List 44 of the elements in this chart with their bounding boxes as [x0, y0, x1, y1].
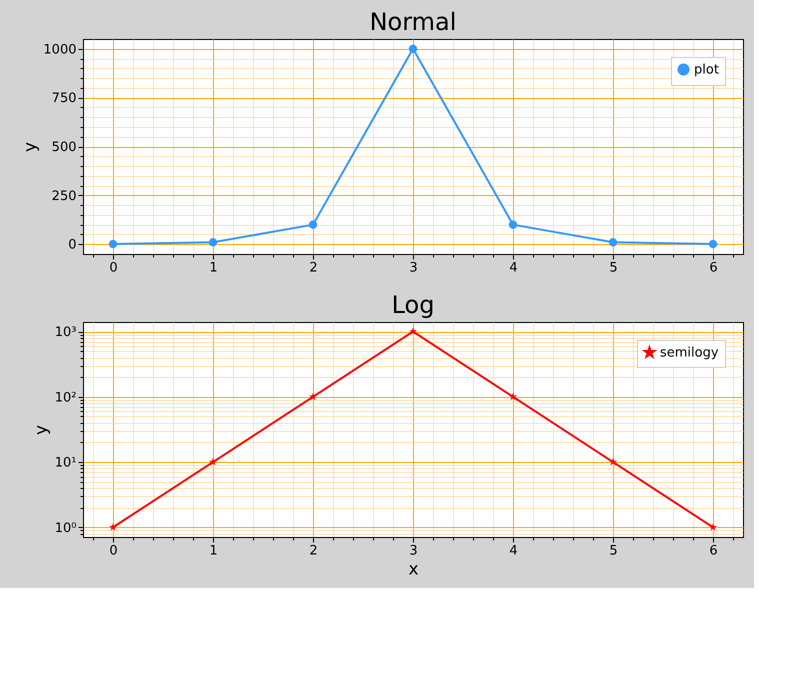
x-tick-label: 0 — [109, 544, 118, 558]
y-tick-label: 0 — [68, 238, 76, 253]
point — [109, 523, 117, 531]
y-axis-title: y — [32, 424, 52, 436]
point — [409, 327, 417, 335]
point — [508, 220, 518, 229]
x-tick-label: 2 — [309, 544, 318, 558]
point — [709, 523, 717, 531]
point — [108, 240, 118, 248]
point — [309, 392, 317, 400]
x-tick-label: 4 — [509, 260, 518, 276]
x-tick-label: 5 — [609, 544, 618, 558]
x-tick-label: 1 — [209, 260, 218, 276]
x-tick-label: 4 — [509, 544, 518, 558]
y-tick-label: 10⁰ — [54, 520, 76, 536]
y-tick-label: 10³ — [54, 325, 76, 340]
y-tick-label: 250 — [52, 188, 76, 204]
legend-label: semilogy — [660, 346, 719, 360]
x-tick-label: 6 — [709, 260, 718, 276]
point — [509, 392, 517, 400]
y-tick-label: 1000 — [43, 42, 76, 58]
x-axis-title: x — [408, 560, 419, 580]
point — [609, 458, 617, 466]
x-tick-label: 3 — [409, 544, 418, 558]
point — [208, 238, 218, 246]
y-tick-label: 500 — [52, 140, 76, 155]
y-tick-label: 10¹ — [54, 456, 76, 471]
y-tick-label: 750 — [52, 91, 76, 106]
point — [408, 44, 418, 53]
point — [209, 458, 217, 466]
x-tick-label: 0 — [109, 260, 118, 276]
x-tick-label: 1 — [209, 544, 218, 558]
chart-title: Log — [392, 291, 434, 319]
point — [608, 238, 618, 246]
y-tick-label: 10² — [54, 390, 76, 406]
x-tick-label: 5 — [609, 260, 618, 276]
x-tick-label: 3 — [409, 260, 418, 276]
legend-label: plot — [694, 62, 719, 78]
y-axis-title: y — [20, 142, 40, 152]
point — [708, 240, 718, 248]
point — [308, 220, 318, 229]
x-tick-label: 6 — [709, 544, 718, 558]
chart-title: Normal — [370, 8, 456, 36]
x-tick-label: 2 — [309, 260, 318, 276]
